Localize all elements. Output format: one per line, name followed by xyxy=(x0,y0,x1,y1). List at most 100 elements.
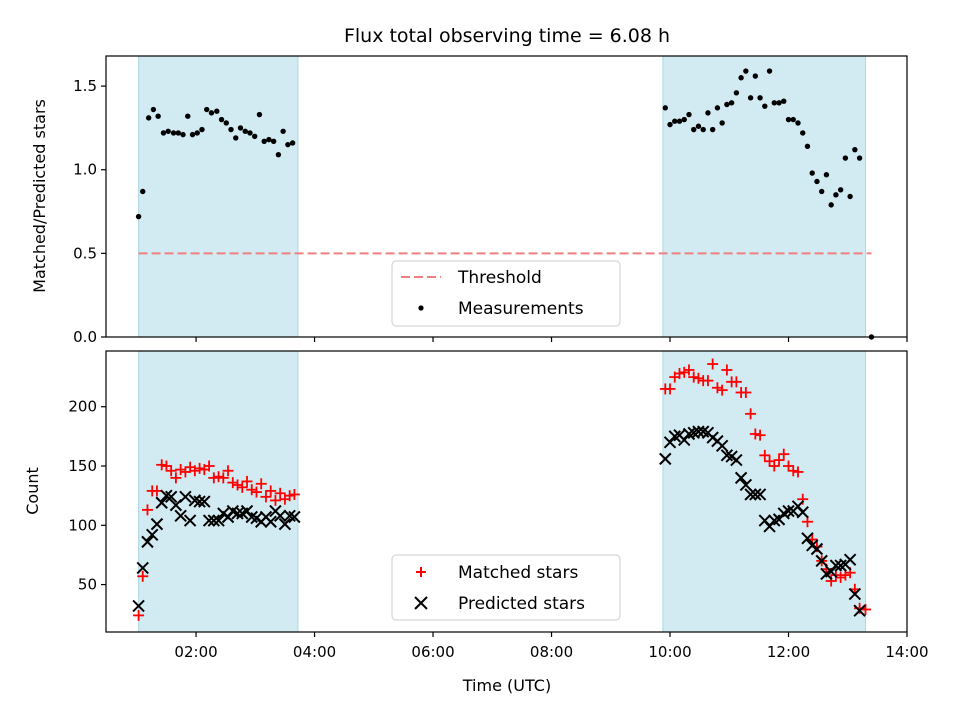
predicted-star-point xyxy=(150,517,164,531)
measurement-point xyxy=(275,151,282,158)
measurement-point xyxy=(828,202,834,208)
measurement-point xyxy=(237,125,244,131)
predicted-star-point xyxy=(801,532,814,545)
predicted-star-point xyxy=(744,488,757,501)
bottom-legend: Matched stars Predicted stars xyxy=(391,554,621,621)
measurement-point xyxy=(842,155,849,161)
matched-star-point xyxy=(673,368,685,380)
measurements-series xyxy=(135,68,875,340)
measurement-point xyxy=(155,113,161,119)
measurement-point xyxy=(705,110,711,116)
y-tick-label: 50 xyxy=(78,576,97,594)
matched-star-point xyxy=(222,465,234,477)
measurement-point xyxy=(194,130,200,136)
y-tick-label: 0.0 xyxy=(73,328,97,346)
measurement-point xyxy=(781,98,787,104)
measurement-point xyxy=(823,172,830,178)
x-tick-label: 08:00 xyxy=(530,643,573,661)
y-tick-label: 1.0 xyxy=(73,161,97,179)
predicted-star-point xyxy=(174,509,187,523)
predicted-star-point xyxy=(843,553,857,566)
measurement-point xyxy=(771,100,777,106)
measurement-point xyxy=(185,113,191,119)
y-tick-label: 0.5 xyxy=(73,244,97,262)
measurement-point xyxy=(145,115,152,121)
measurement-point xyxy=(233,135,239,141)
measurement-point xyxy=(180,131,186,138)
measurement-point xyxy=(852,146,858,153)
matched-star-point xyxy=(141,504,153,516)
matched-star-point xyxy=(683,364,695,376)
y-tick-label: 100 xyxy=(68,516,97,534)
measurement-point xyxy=(714,105,721,111)
legend-predicted-label: Predicted stars xyxy=(458,594,585,614)
predicted-star-point xyxy=(749,488,762,501)
measurement-point xyxy=(662,105,668,111)
bottom-y-axis-label: Count xyxy=(23,467,42,515)
matched-star-point xyxy=(213,471,225,483)
matched-star-point xyxy=(217,472,229,484)
matched-stars-series xyxy=(133,358,872,621)
top-legend-box xyxy=(391,260,621,327)
matched-star-point xyxy=(745,408,757,420)
measurement-point xyxy=(747,95,754,101)
legend-measurements-label: Measurements xyxy=(458,299,584,319)
matched-star-point xyxy=(250,486,262,498)
measurement-point xyxy=(218,116,225,123)
matched-star-point xyxy=(265,485,277,497)
measurement-point xyxy=(738,75,744,81)
measurement-point xyxy=(165,128,171,134)
chart-title: Flux total observing time = 6.08 h xyxy=(344,25,670,47)
measurement-point xyxy=(686,111,692,118)
predicted-star-point xyxy=(146,528,159,541)
top-x-axis-ticks xyxy=(195,337,908,342)
matched-star-point xyxy=(227,477,239,489)
legend-measurements-swatch xyxy=(418,305,424,311)
measurement-point xyxy=(719,120,725,126)
measurement-point xyxy=(266,136,272,143)
measurement-point xyxy=(199,126,205,133)
matched-star-point xyxy=(255,478,267,490)
predicted-star-point xyxy=(796,506,809,519)
measurement-point xyxy=(223,120,229,126)
predicted-star-point xyxy=(136,561,149,575)
measurement-point xyxy=(228,126,234,133)
measurement-point xyxy=(804,143,811,150)
matched-star-point xyxy=(175,464,187,476)
measurement-point xyxy=(280,128,286,134)
predicted-star-point xyxy=(273,509,287,523)
bottom-y-axis-ticks: 50 100 150 200 xyxy=(68,398,106,594)
measurement-point xyxy=(785,116,792,123)
measurement-point xyxy=(285,141,291,148)
predicted-star-point xyxy=(782,504,795,518)
legend-threshold-label: Threshold xyxy=(457,268,542,288)
measurement-point xyxy=(847,193,853,200)
matched-star-point xyxy=(835,571,847,583)
matched-star-point xyxy=(740,386,752,398)
matched-star-point xyxy=(232,479,244,491)
measurement-point xyxy=(762,103,768,109)
matched-star-point xyxy=(792,466,804,478)
measurement-point xyxy=(733,90,740,96)
x-tick-label: 02:00 xyxy=(174,643,217,661)
measurement-point xyxy=(289,140,296,146)
predicted-star-point xyxy=(198,495,211,508)
legend-predicted-swatch xyxy=(414,596,428,610)
matched-star-point xyxy=(194,462,206,474)
measurement-point xyxy=(261,138,267,145)
matched-star-point xyxy=(156,459,168,471)
measurement-point xyxy=(189,131,196,138)
measurement-point xyxy=(681,116,687,123)
matched-star-point xyxy=(288,488,300,500)
measurement-point xyxy=(709,126,716,133)
matched-star-point xyxy=(783,460,795,472)
predicted-star-point xyxy=(202,514,216,527)
measurement-point xyxy=(170,130,177,136)
matched-star-point xyxy=(754,429,766,441)
x-tick-label: 12:00 xyxy=(767,643,810,661)
predicted-star-point xyxy=(715,439,729,453)
measurement-point xyxy=(757,95,763,101)
predicted-star-point xyxy=(155,496,168,509)
bottom-legend-box xyxy=(391,554,621,621)
measurement-point xyxy=(204,106,210,113)
